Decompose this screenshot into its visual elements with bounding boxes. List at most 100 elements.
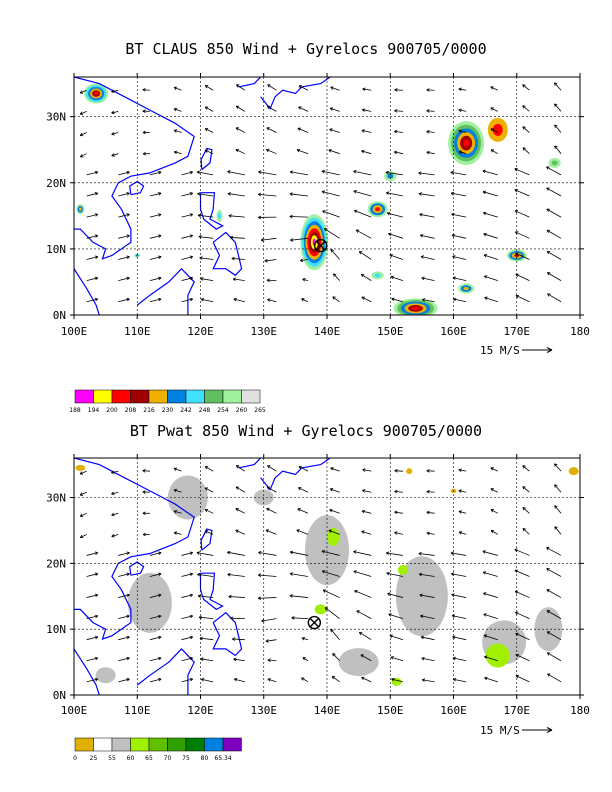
wind-arrow (490, 149, 498, 155)
wind-arrow (329, 488, 340, 493)
wind-arrow (233, 657, 245, 662)
wind-arrow (258, 170, 277, 176)
wind-scale-label: 15 M/S (480, 344, 520, 357)
coastline (260, 77, 331, 110)
wind-arrow (142, 130, 150, 135)
shading-blob (463, 139, 470, 147)
wind-arrow (296, 148, 309, 155)
wind-arrow (111, 110, 119, 115)
wind-arrow (181, 276, 193, 282)
wind-arrow (546, 208, 562, 218)
wind-arrow (358, 631, 372, 641)
wind-arrow (426, 531, 435, 536)
wind-arrow (149, 297, 162, 303)
map-area (74, 77, 580, 315)
wind-arrow (484, 676, 498, 683)
wind-arrow (235, 465, 245, 472)
wind-arrow (149, 614, 162, 620)
wind-arrow (353, 190, 372, 197)
wind-arrow (173, 510, 182, 514)
wind-arrow (267, 84, 277, 91)
wind-arrow (353, 550, 372, 556)
shading-blob (375, 207, 381, 212)
wind-arrow (265, 639, 277, 643)
wind-arrow (393, 150, 403, 155)
wind-arrow (196, 551, 214, 556)
wind-arrow (236, 84, 245, 91)
wind-arrow (86, 677, 99, 683)
wind-arrow (200, 297, 214, 303)
wind-arrow (266, 278, 277, 283)
wind-arrow (388, 232, 404, 239)
wind-arrow (328, 529, 340, 535)
wind-arrow (356, 610, 372, 619)
colorbar-label: 260 (236, 407, 248, 414)
colorbar-swatch (204, 737, 224, 752)
wind-arrow (230, 235, 245, 240)
wind-arrow (490, 530, 498, 535)
wind-arrow (111, 470, 119, 474)
wind-arrow (111, 132, 119, 136)
wind-arrow (289, 192, 309, 197)
wind-arrow (385, 170, 403, 176)
wind-arrow (514, 569, 530, 577)
wind-arrow (111, 153, 119, 157)
wind-arrow (360, 654, 372, 662)
wind-arrow (197, 594, 214, 598)
wind-arrow (301, 677, 309, 683)
wind-arrow (235, 508, 245, 514)
wind-arrow (289, 572, 309, 577)
wind-arrow (197, 192, 214, 197)
wind-arrow (258, 215, 277, 220)
wind-arrow (322, 210, 340, 218)
lon-tick-label: 140E (314, 704, 341, 717)
colorbar-label: 242 (180, 407, 192, 414)
wind-arrow (451, 233, 467, 239)
wind-arrow (199, 256, 214, 260)
colorbar-swatch (241, 389, 261, 404)
colorbar-label: 200 (106, 407, 118, 414)
wind-arrow (522, 84, 530, 91)
coastline (260, 458, 331, 491)
lat-tick-label: 20N (46, 177, 66, 190)
wind-arrow (118, 656, 130, 662)
wind-scale-label: 15 M/S (480, 724, 520, 737)
wind-arrow (296, 529, 309, 535)
wind-arrow (118, 551, 130, 556)
wind-arrow (266, 507, 277, 514)
map-area (74, 458, 580, 695)
wind-arrow (298, 487, 309, 493)
colorbar-swatch (111, 389, 131, 404)
wind-arrow (514, 210, 530, 218)
wind-arrow (515, 632, 530, 641)
wind-arrow (289, 550, 309, 556)
wind-arrow (394, 88, 403, 92)
wind-arrow (118, 635, 130, 641)
wind-arrow (490, 509, 498, 514)
wind-arrow (181, 170, 193, 176)
wind-arrow (547, 673, 562, 683)
shading-blob (217, 212, 221, 219)
wind-arrow (79, 132, 87, 137)
wind-arrow (232, 637, 245, 641)
wind-arrow (173, 86, 182, 91)
wind-scale-arrow (522, 347, 553, 353)
wind-arrow (547, 293, 562, 303)
wind-arrow (266, 127, 277, 133)
wind-arrow (394, 129, 403, 134)
lon-tick-label: 120E (187, 325, 214, 338)
wind-arrow (453, 297, 467, 303)
wind-arrow (452, 276, 467, 282)
wind-arrow (361, 149, 372, 155)
wind-arrow (554, 484, 562, 493)
wind-arrow (515, 273, 530, 281)
wind-arrow (330, 249, 340, 260)
wind-arrow (235, 105, 245, 112)
coastline (212, 231, 243, 277)
wind-arrow (258, 192, 277, 197)
gyre-location-marker (313, 238, 328, 253)
lat-tick-label: 10N (46, 243, 66, 256)
wind-arrow (554, 124, 562, 133)
colorbar-label: 216 (143, 407, 155, 414)
wind-arrow (79, 111, 87, 115)
